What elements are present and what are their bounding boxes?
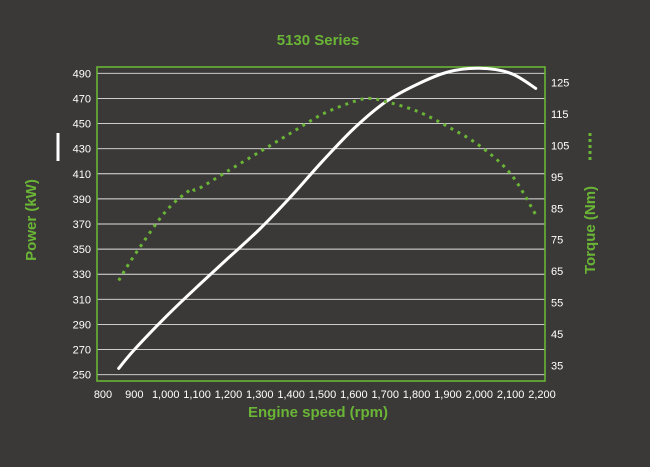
plot-frame xyxy=(96,66,546,382)
x-tick-label: 1,400 xyxy=(277,389,305,401)
x-tick-label: 1,900 xyxy=(434,389,462,401)
x-tick-label: 1,700 xyxy=(371,389,399,401)
y-tick-label: 330 xyxy=(73,269,91,281)
y-tick-label: 370 xyxy=(73,219,91,231)
y2-tick-label: 95 xyxy=(551,172,563,184)
y2-tick-label: 45 xyxy=(551,329,563,341)
y-tick-label: 490 xyxy=(73,68,91,80)
y-tick-label: 450 xyxy=(73,119,91,131)
x-tick-label: 1,500 xyxy=(309,389,337,401)
y-tick-label: 310 xyxy=(73,294,91,306)
y-tick-label: 290 xyxy=(73,319,91,331)
x-tick-label: 1,300 xyxy=(246,389,274,401)
y-tick-label: 350 xyxy=(73,244,91,256)
y2-tick-label: 35 xyxy=(551,360,563,372)
x-tick-label: 2,100 xyxy=(497,389,525,401)
y2-tick-label: 75 xyxy=(551,235,563,247)
y2-tick-label: 55 xyxy=(551,298,563,310)
y2-tick-label: 85 xyxy=(551,203,563,215)
y2-axis-ticks: 35 45 55 65 75 85 95 105 115 125 xyxy=(551,78,569,373)
x-tick-label: 1,100 xyxy=(183,389,211,401)
x-tick-label: 1,000 xyxy=(152,389,180,401)
power-series-line xyxy=(117,66,538,370)
x-tick-label: 900 xyxy=(125,389,143,401)
x-tick-label: 2,200 xyxy=(528,389,556,401)
x-tick-label: 1,200 xyxy=(215,389,243,401)
y-axis-label: Power (kW) xyxy=(23,179,40,261)
torque-series-line xyxy=(117,96,537,282)
x-tick-label: 800 xyxy=(94,389,112,401)
y-tick-label: 430 xyxy=(73,144,91,156)
y2-tick-label: 65 xyxy=(551,266,563,278)
y-tick-label: 410 xyxy=(73,169,91,181)
y-tick-label: 470 xyxy=(73,93,91,105)
x-tick-label: 2,000 xyxy=(466,389,494,401)
y-tick-label: 270 xyxy=(73,345,91,357)
y2-tick-label: 115 xyxy=(551,109,569,121)
x-axis-label: Engine speed (rpm) xyxy=(248,404,388,421)
chart-title: 5130 Series xyxy=(277,32,360,49)
y2-axis-label: Torque (Nm) xyxy=(582,186,599,274)
gridlines xyxy=(97,72,545,376)
y-tick-label: 250 xyxy=(73,370,91,382)
y2-tick-label: 105 xyxy=(551,141,569,153)
x-tick-label: 1,800 xyxy=(403,389,431,401)
y-tick-label: 390 xyxy=(73,194,91,206)
series-group xyxy=(117,66,538,370)
x-tick-label: 1,600 xyxy=(340,389,368,401)
y2-tick-label: 125 xyxy=(551,78,569,90)
y-axis-ticks: 250 270 290 310 330 350 370 390 410 430 450 470 490 xyxy=(73,68,91,381)
x-axis-ticks: 800 900 1,000 1,100 1,200 1,300 1,400 1,500 1,60… xyxy=(94,389,556,401)
